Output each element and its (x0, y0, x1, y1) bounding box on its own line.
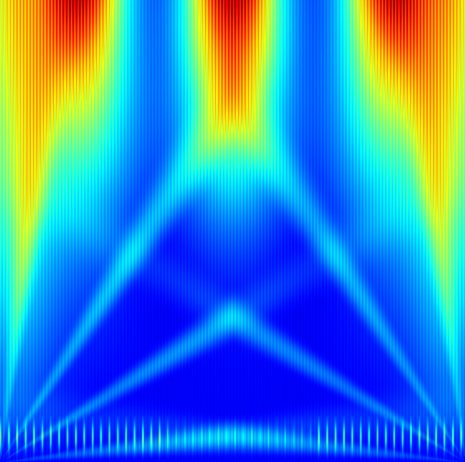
intensity-map-image (0, 0, 465, 462)
intensity-heatmap-canvas (0, 0, 465, 462)
